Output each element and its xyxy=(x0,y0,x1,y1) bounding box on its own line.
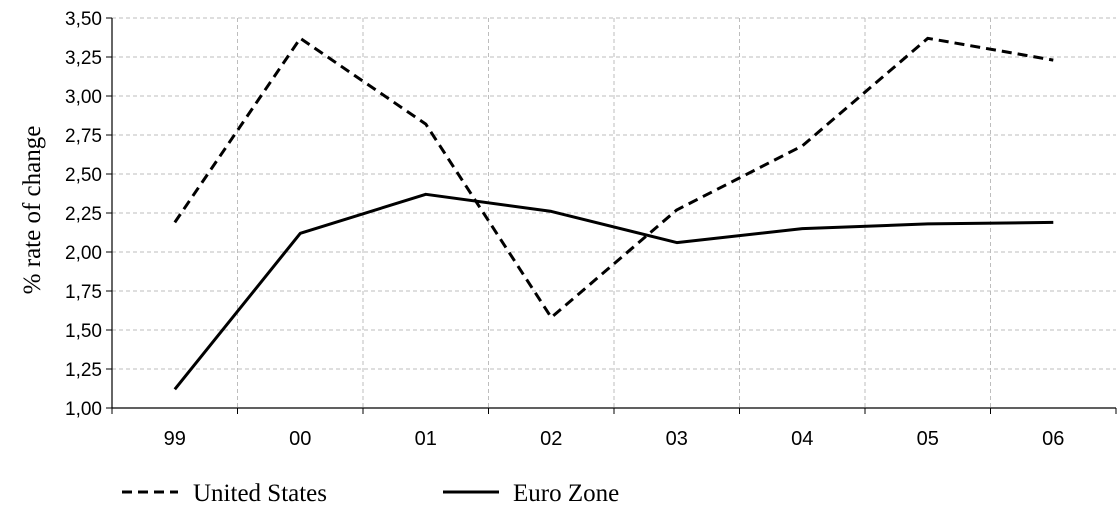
y-tick-label: 3,00 xyxy=(65,87,102,108)
y-tick-label: 1,00 xyxy=(65,399,102,420)
y-tick-label: 3,25 xyxy=(65,48,102,69)
x-tick-label: 01 xyxy=(415,428,437,450)
y-axis-ticks: 1,00 1,25 1,50 1,75 2,00 2,25 2,50 2,75 3,00 3,25… xyxy=(65,9,112,420)
y-tick-label: 3,50 xyxy=(65,9,102,30)
x-tick-label: 03 xyxy=(666,428,688,450)
y-axis-title: % rate of change xyxy=(19,126,46,295)
legend: United States Euro Zone xyxy=(122,480,619,506)
x-tick-label: 99 xyxy=(164,428,186,450)
y-tick-label: 1,25 xyxy=(65,360,102,381)
series-line-euro-zone xyxy=(173,192,1054,391)
x-tick-label: 06 xyxy=(1042,428,1064,450)
x-tick-label: 00 xyxy=(289,428,311,450)
y-tick-label: 2,50 xyxy=(65,165,102,186)
y-tick-label: 1,50 xyxy=(65,321,102,342)
x-tick-label: 05 xyxy=(917,428,939,450)
legend-label-euro-zone: Euro Zone xyxy=(513,480,619,506)
x-tick-label: 04 xyxy=(791,428,813,450)
series-lines xyxy=(173,36,1054,391)
x-axis-ticks: 99 00 01 02 03 04 05 06 xyxy=(111,408,1117,450)
y-tick-label: 2,25 xyxy=(65,204,102,225)
y-tick-label: 2,00 xyxy=(65,243,102,264)
x-tick-label: 02 xyxy=(540,428,562,450)
series-line-united-states xyxy=(173,36,1054,319)
gridlines xyxy=(112,17,1116,408)
legend-label-united-states: United States xyxy=(193,480,327,506)
y-tick-label: 2,75 xyxy=(65,126,102,147)
y-tick-label: 1,75 xyxy=(65,282,102,303)
